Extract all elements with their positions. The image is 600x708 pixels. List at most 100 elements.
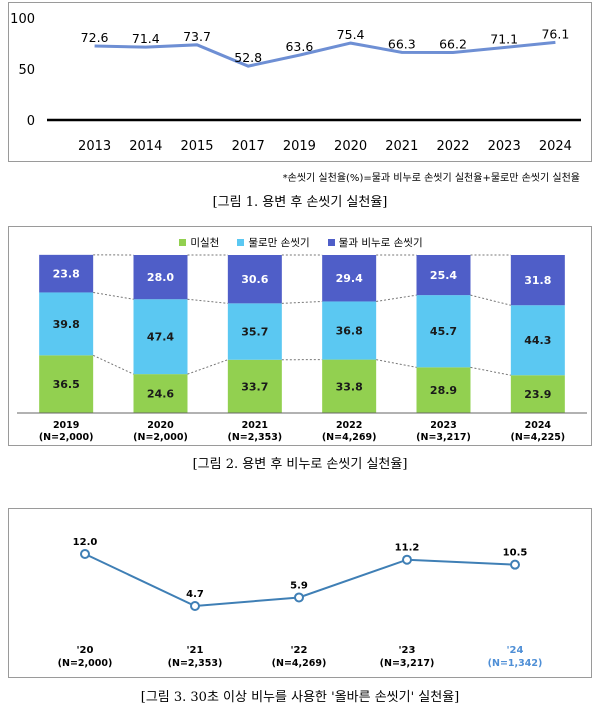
connector-line bbox=[470, 294, 511, 306]
bar-segment bbox=[133, 374, 188, 413]
connector-line bbox=[187, 359, 229, 375]
x-tick-label: '23 bbox=[399, 645, 416, 656]
x-tick-label: 2024 bbox=[525, 420, 552, 431]
connector-line bbox=[376, 294, 417, 302]
data-label: 66.3 bbox=[388, 36, 416, 51]
bar-segment bbox=[510, 375, 565, 413]
bar-value-label: 45.7 bbox=[430, 325, 457, 338]
connector-line bbox=[376, 359, 417, 368]
figure-2-stacked-bar-chart: 36.539.823.82019(N=2,000)24.647.428.0202… bbox=[17, 254, 587, 443]
bar-value-label: 44.3 bbox=[524, 334, 551, 347]
data-label: 66.2 bbox=[439, 36, 467, 51]
bar-value-label: 30.6 bbox=[241, 273, 268, 286]
bar-segment bbox=[227, 255, 282, 304]
data-label: 71.1 bbox=[490, 31, 518, 46]
bar-segment bbox=[322, 255, 377, 302]
bar-value-label: 23.8 bbox=[53, 268, 80, 281]
bar-segment bbox=[510, 305, 565, 376]
data-label: 5.9 bbox=[290, 580, 308, 591]
bar-value-label: 36.8 bbox=[336, 325, 363, 338]
bar-value-label: 28.0 bbox=[147, 271, 174, 284]
data-label: 10.5 bbox=[503, 548, 528, 559]
bar-segment bbox=[133, 299, 188, 375]
legend-item: 미실천 bbox=[179, 235, 219, 250]
data-label: 71.4 bbox=[132, 31, 160, 46]
connector-line bbox=[92, 354, 134, 375]
x-tick-label: 2019 bbox=[283, 139, 316, 154]
series-line bbox=[94, 40, 556, 68]
data-label: 76.1 bbox=[541, 26, 569, 41]
x-tick-label: 2019 bbox=[53, 420, 79, 431]
figure-3-line-chart: 12.0 4.7 5.9 11.2 10.5 '20 (N=2,000) '21 (N=2,35… bbox=[58, 537, 543, 669]
x-tick-label: 2015 bbox=[180, 139, 213, 154]
bar-value-label: 23.9 bbox=[524, 388, 551, 401]
x-tick-sublabel: (N=2,000) bbox=[39, 432, 94, 443]
bar-segment bbox=[39, 355, 94, 413]
bar-segment bbox=[227, 359, 282, 413]
bar-value-label: 31.8 bbox=[524, 274, 551, 287]
x-tick-label: 2017 bbox=[232, 139, 265, 154]
x-tick-label: 2022 bbox=[336, 420, 362, 431]
bar-segment bbox=[416, 255, 471, 296]
figure-1-line-chart: 100 50 0 72.6 71.4 73.7 52.8 63.6 75.4 66.3 66.2 71… bbox=[10, 12, 581, 154]
x-tick-label: 2020 bbox=[147, 420, 174, 431]
legend-label: 물로만 손씻기 bbox=[248, 237, 310, 249]
x-tick-label: 2023 bbox=[430, 420, 456, 431]
bar-value-label: 47.4 bbox=[147, 331, 174, 344]
x-tick-label: 2021 bbox=[385, 139, 418, 154]
bar-segment bbox=[227, 303, 282, 360]
figure-1-footnote: *손씻기 실천율(%)=물과 비누로 손씻기 실천율+물로만 손씻기 실천율 bbox=[282, 173, 580, 184]
x-tick-label: 2024 bbox=[539, 139, 572, 154]
data-label: 73.7 bbox=[183, 29, 211, 44]
data-point bbox=[402, 554, 412, 565]
bar-value-label: 25.4 bbox=[430, 269, 457, 282]
connector-line bbox=[187, 298, 228, 304]
bar-value-label: 35.7 bbox=[241, 326, 268, 339]
x-tick-sublabel: (N=2,353) bbox=[228, 432, 283, 443]
x-tick-label: '20 bbox=[77, 645, 94, 656]
x-tick-sublabel: (N=2,000) bbox=[133, 432, 188, 443]
figure-2-legend: 미실천 물로만 손씻기 물과 비누로 손씻기 bbox=[9, 235, 593, 250]
bar-segment bbox=[39, 254, 94, 293]
data-label: 63.6 bbox=[285, 39, 313, 54]
x-tick-label: 2023 bbox=[488, 139, 521, 154]
y-tick-label: 0 bbox=[27, 114, 35, 129]
x-tick-sublabel: (N=4,269) bbox=[272, 658, 327, 669]
legend-item: 물과 비누로 손씻기 bbox=[327, 235, 423, 250]
bar-value-label: 33.8 bbox=[336, 380, 363, 393]
data-label: 4.7 bbox=[186, 589, 204, 600]
bar-segment bbox=[416, 367, 471, 413]
legend-swatch bbox=[179, 239, 187, 246]
bar-value-label: 33.7 bbox=[241, 380, 268, 393]
data-label: 72.6 bbox=[81, 30, 109, 45]
data-label: 11.2 bbox=[395, 543, 420, 554]
data-label: 75.4 bbox=[337, 27, 365, 42]
legend-label: 미실천 bbox=[190, 237, 220, 249]
x-tick-label: 2021 bbox=[242, 420, 268, 431]
y-tick-label: 100 bbox=[10, 12, 35, 27]
y-tick-label: 50 bbox=[18, 63, 35, 78]
legend-swatch bbox=[327, 239, 335, 246]
bar-segment bbox=[416, 295, 471, 368]
bar-value-label: 29.4 bbox=[336, 272, 363, 285]
bar-value-label: 24.6 bbox=[147, 388, 174, 401]
x-tick-label: '22 bbox=[291, 645, 308, 656]
bar-segment bbox=[39, 292, 94, 356]
connector-line bbox=[93, 291, 134, 300]
bar-value-label: 39.8 bbox=[53, 318, 80, 331]
x-tick-sublabel: (N=4,269) bbox=[322, 432, 377, 443]
bar-segment bbox=[322, 301, 377, 360]
x-tick-label: 2022 bbox=[436, 139, 469, 154]
x-tick-label: 2020 bbox=[334, 139, 367, 154]
x-tick-sublabel: (N=3,217) bbox=[380, 658, 435, 669]
figure-3-caption: [그림 3. 30초 이상 비누를 사용한 '올바른 손씻기' 실천율] bbox=[140, 690, 460, 705]
x-tick-sublabel: (N=4,225) bbox=[511, 432, 566, 443]
connector-line bbox=[281, 300, 323, 304]
data-point bbox=[190, 601, 200, 611]
bar-value-label: 28.9 bbox=[430, 384, 457, 397]
figure-3-panel: 12.0 4.7 5.9 11.2 10.5 '20 (N=2,000) '21 (N=2,35… bbox=[8, 508, 592, 678]
data-point bbox=[294, 592, 304, 603]
x-tick-sublabel: (N=2,000) bbox=[58, 658, 113, 669]
x-tick-sublabel: (N=2,353) bbox=[168, 658, 223, 669]
figure-2-panel: 미실천 물로만 손씻기 물과 비누로 손씻기 36.5 39.8 23.8 2019 (N=… bbox=[8, 226, 592, 446]
